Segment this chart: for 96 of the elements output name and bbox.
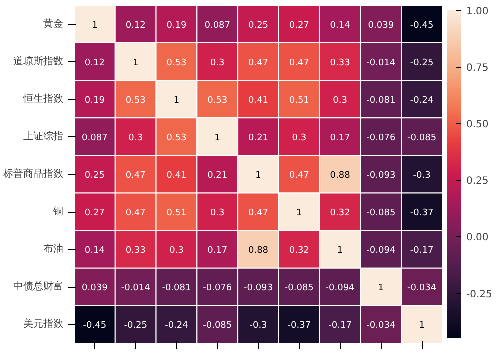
- y-tick-label: 恒生指数: [22, 92, 64, 105]
- data-label: 0.3: [210, 208, 225, 219]
- data-label: 0.47: [126, 208, 146, 219]
- color-bar-label: -0.25: [466, 289, 492, 300]
- data-label: -0.24: [410, 96, 434, 106]
- data-label: -0.093: [244, 284, 274, 294]
- color-bar-label: 0.25: [466, 176, 489, 188]
- data-label: -0.034: [408, 284, 437, 294]
- data-label: 0.33: [330, 58, 350, 68]
- data-label: 0.3: [210, 58, 225, 68]
- data-label: 0.51: [166, 208, 187, 219]
- data-label: -0.081: [366, 96, 396, 106]
- data-label: 0.19: [166, 20, 188, 31]
- data-label: 0.12: [126, 20, 146, 31]
- data-label: 0.53: [166, 133, 187, 144]
- data-label: 1: [132, 58, 139, 68]
- data-label: 1: [92, 20, 98, 31]
- y-tick-label: 黄金: [44, 18, 64, 30]
- data-label: 0.14: [84, 246, 106, 256]
- y-tick-label: 中债总财富: [14, 280, 64, 293]
- data-label: -0.17: [410, 246, 434, 256]
- data-label: 0.087: [82, 133, 108, 144]
- data-label: 0.53: [126, 96, 146, 106]
- data-label: -0.3: [250, 321, 268, 332]
- data-label: 0.17: [208, 246, 228, 256]
- data-label: -0.085: [366, 208, 396, 219]
- data-label: 0.27: [289, 20, 310, 31]
- data-label: 0.53: [208, 96, 228, 106]
- y-tick-label: 上证综指: [24, 130, 64, 142]
- data-label: -0.085: [203, 321, 232, 332]
- data-label: 0.12: [84, 58, 105, 68]
- data-label: 0.3: [292, 133, 307, 144]
- data-label: 0.47: [248, 58, 269, 68]
- data-label: -0.3: [413, 171, 431, 181]
- data-label: 0.25: [84, 171, 105, 181]
- data-label: -0.014: [366, 58, 396, 68]
- data-label: -0.014: [121, 284, 151, 294]
- data-label: -0.094: [326, 284, 356, 294]
- data-label: 0.32: [289, 246, 310, 256]
- data-label: 0.087: [204, 20, 230, 31]
- y-tick-label: 铜: [52, 206, 64, 218]
- data-label: 1: [256, 171, 262, 181]
- data-label: 0.53: [166, 58, 187, 68]
- data-label: 0.039: [82, 284, 108, 294]
- color-bar-label: 0.50: [466, 120, 489, 131]
- data-label: 0.19: [84, 96, 106, 106]
- data-label: -0.37: [410, 208, 434, 219]
- data-label: 0.41: [166, 171, 187, 181]
- data-label: 0.47: [289, 58, 310, 68]
- data-label: 0.3: [170, 246, 184, 256]
- y-tick-label: 道琼斯指数: [14, 55, 64, 68]
- data-label: 0.47: [126, 171, 146, 181]
- data-label: -0.076: [203, 284, 232, 294]
- data-label: 1: [296, 208, 302, 219]
- data-label: 0.3: [128, 133, 144, 144]
- data-label: 0.21: [208, 171, 228, 181]
- y-tick-label: 美元指数: [24, 318, 64, 330]
- data-label: 0.88: [330, 171, 351, 181]
- color-bar-label: 0.75: [466, 63, 489, 74]
- data-label: 0.47: [248, 208, 269, 219]
- data-label: -0.25: [410, 58, 434, 68]
- y-tick-label: 布油: [44, 243, 64, 256]
- data-label: 0.17: [330, 133, 350, 144]
- data-label: 1: [214, 133, 220, 144]
- data-label: 1: [174, 96, 180, 106]
- data-label: 0.88: [248, 246, 269, 256]
- data-label: -0.45: [83, 321, 107, 332]
- y-tick-label: 标普商品指数: [2, 168, 64, 180]
- data-label: 1: [337, 246, 344, 256]
- data-label: -0.17: [328, 321, 352, 332]
- data-label: 0.33: [126, 246, 146, 256]
- data-label: 0.14: [330, 20, 351, 31]
- data-label: -0.37: [288, 321, 312, 332]
- data-label: -0.085: [408, 133, 437, 144]
- data-label: 0.21: [248, 133, 269, 144]
- data-label: 0.3: [333, 96, 348, 106]
- color-bar-label: 0.00: [466, 232, 489, 244]
- data-label: 0.41: [248, 96, 269, 106]
- data-label: 0.27: [84, 208, 105, 219]
- data-label: -0.094: [366, 246, 396, 256]
- data-label: 0.25: [248, 20, 269, 31]
- data-label: -0.25: [124, 321, 148, 332]
- data-label: 0.039: [368, 20, 394, 31]
- data-label: 0.51: [289, 96, 310, 106]
- data-label: 0.47: [289, 171, 310, 181]
- data-label: -0.034: [366, 321, 396, 332]
- data-label: -0.076: [366, 133, 396, 144]
- color-bar-label: 1.00: [466, 6, 489, 18]
- data-label: -0.24: [165, 321, 189, 332]
- data-label: -0.085: [284, 284, 314, 294]
- data-label: 0.32: [330, 208, 350, 219]
- data-label: -0.081: [162, 284, 192, 294]
- data-label: 1: [419, 321, 425, 332]
- data-label: -0.093: [366, 171, 396, 181]
- data-label: 1: [378, 284, 384, 294]
- data-label: -0.45: [410, 20, 434, 31]
